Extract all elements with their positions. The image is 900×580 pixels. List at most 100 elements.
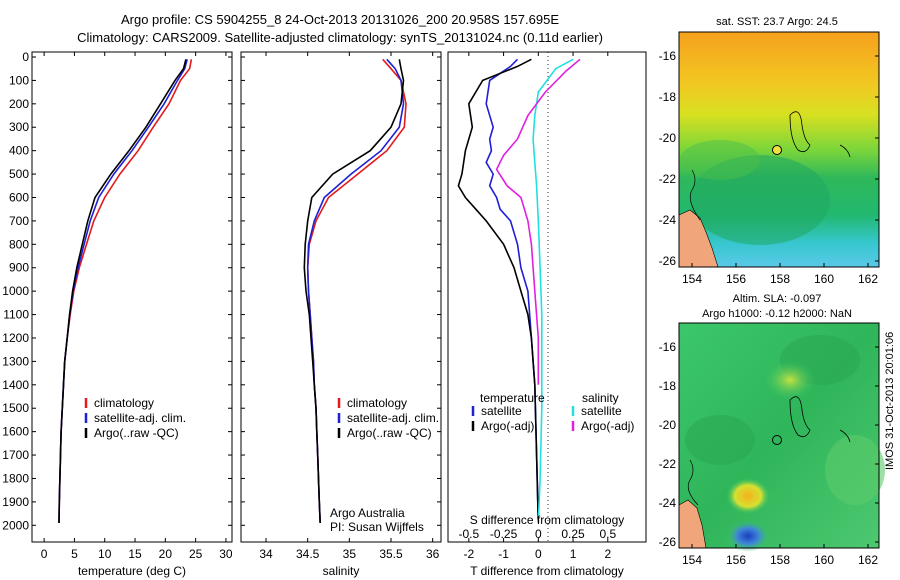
difference-panel: -2 -1 0 1 2 -0.5 -0.25 0 0.25 0.5 T difference fr… bbox=[447, 51, 647, 578]
sst-map-title: sat. SST: 23.7 Argo: 24.5 bbox=[716, 16, 838, 28]
x-tick-label: 5 bbox=[71, 547, 78, 561]
sla-title-line1: Altim. SLA: -0.097 bbox=[733, 293, 822, 305]
y-tick-label: 400 bbox=[9, 144, 29, 158]
x-top-tick-label: -0.25 bbox=[490, 527, 518, 541]
salinity-xlabel: salinity bbox=[323, 564, 360, 578]
map-y-tick-label: -26 bbox=[659, 535, 677, 549]
temperature-panel: 0100200300400500600700800900100011001200… bbox=[2, 50, 233, 578]
y-tick-label: 300 bbox=[9, 120, 29, 134]
x-top-tick-label: 0.25 bbox=[561, 527, 585, 541]
watermark: IMOS 31-Oct-2013 20:01:06 bbox=[884, 332, 896, 470]
institution-label: Argo Australia bbox=[330, 506, 405, 520]
x-tick-label: 20 bbox=[159, 547, 173, 561]
sla-title-line2: Argo h1000: -0.12 h2000: NaN bbox=[702, 308, 852, 320]
map-y-tick-label: -24 bbox=[659, 496, 677, 510]
sst-map-frame bbox=[678, 31, 880, 268]
difference-axes-frame bbox=[447, 51, 647, 543]
map-x-tick-label: 158 bbox=[770, 553, 790, 567]
map-y-tick-label: -24 bbox=[659, 213, 677, 227]
argo-float-marker bbox=[772, 435, 782, 445]
map-x-tick-label: 154 bbox=[682, 553, 702, 567]
legend-label: Argo(-adj) bbox=[481, 419, 534, 433]
map-x-tick-label: 162 bbox=[858, 553, 878, 567]
temperature-xlabel: temperature (deg C) bbox=[78, 564, 186, 578]
s-difference-xlabel: S difference from climatology bbox=[470, 513, 625, 527]
argo-float-marker bbox=[772, 145, 782, 155]
map-x-tick-label: 156 bbox=[726, 272, 746, 286]
map-x-tick-label: 158 bbox=[770, 272, 790, 286]
sla-map: Altim. SLA: -0.097 Argo h1000: -0.12 h20… bbox=[659, 293, 885, 567]
x-tick-label: 36 bbox=[426, 547, 440, 561]
salinity-legend: climatology satellite-adj. clim. Argo(..… bbox=[337, 396, 439, 440]
reef-contour-2 bbox=[839, 429, 851, 443]
sla-patch bbox=[685, 415, 755, 465]
reef-contour bbox=[789, 396, 811, 438]
series-line-temperature-satellite bbox=[485, 58, 540, 524]
x-tick-label: 2 bbox=[604, 547, 611, 561]
y-tick-label: 500 bbox=[9, 167, 29, 181]
y-tick-label: 200 bbox=[9, 97, 29, 111]
x-top-tick-label: -0.5 bbox=[458, 527, 479, 541]
difference-legend: temperature salinity satellite Argo(-adj… bbox=[471, 391, 634, 433]
legend-label: Argo(..raw -QC) bbox=[347, 426, 432, 440]
sst-map: sat. SST: 23.7 Argo: 24.5 bbox=[659, 16, 880, 286]
legend-label: satellite-adj. clim. bbox=[347, 411, 439, 425]
sla-patch bbox=[825, 435, 885, 505]
series-line-salinity-satellite bbox=[532, 58, 574, 524]
x-top-tick-label: 0.5 bbox=[599, 527, 616, 541]
x-tick-label: 0 bbox=[41, 547, 48, 561]
series-line-climatology bbox=[306, 58, 407, 524]
x-tick-label: 15 bbox=[128, 547, 142, 561]
legend-title-salinity: salinity bbox=[582, 391, 619, 405]
map-y-tick-label: -18 bbox=[659, 379, 677, 393]
series-line-climatology bbox=[58, 59, 193, 524]
map-y-tick-label: -16 bbox=[659, 49, 677, 63]
x-tick-label: 25 bbox=[189, 547, 203, 561]
legend-title-temperature: temperature bbox=[480, 391, 545, 405]
map-x-tick-label: 160 bbox=[814, 272, 834, 286]
x-tick-label: 10 bbox=[98, 547, 112, 561]
x-tick-label: 35 bbox=[343, 547, 357, 561]
series-line-temperature-argo-adj- bbox=[457, 58, 540, 524]
legend-label: climatology bbox=[347, 396, 407, 410]
map-y-tick-label: -16 bbox=[659, 340, 677, 354]
y-tick-label: 1300 bbox=[2, 354, 29, 368]
x-tick-label: 30 bbox=[219, 547, 233, 561]
y-tick-label: 900 bbox=[9, 261, 29, 275]
header-line1: Argo profile: CS 5904255_8 24-Oct-2013 2… bbox=[121, 12, 559, 27]
y-tick-label: 1100 bbox=[3, 308, 29, 322]
y-tick-label: 800 bbox=[9, 237, 29, 251]
legend-label: satellite bbox=[481, 404, 522, 418]
x-tick-label: 34.5 bbox=[296, 547, 320, 561]
legend-label: Argo(..raw -QC) bbox=[94, 426, 179, 440]
series-line-salinity-argo-adj- bbox=[495, 58, 581, 385]
sst-patch bbox=[680, 140, 760, 180]
sla-negative-anomaly bbox=[726, 520, 770, 552]
y-tick-label: 1800 bbox=[2, 471, 29, 485]
y-tick-label: 1600 bbox=[2, 425, 29, 439]
map-y-tick-label: -22 bbox=[659, 457, 677, 471]
y-tick-label: 1700 bbox=[2, 448, 29, 462]
y-tick-label: 1400 bbox=[2, 378, 29, 392]
x-tick-label: 0 bbox=[535, 547, 542, 561]
temperature-legend: climatology satellite-adj. clim. Argo(..… bbox=[84, 396, 186, 440]
x-tick-label: 34 bbox=[259, 547, 273, 561]
x-top-tick-label: 0 bbox=[535, 527, 542, 541]
header-line2: Climatology: CARS2009. Satellite-adjuste… bbox=[77, 30, 603, 45]
map-y-tick-label: -18 bbox=[659, 90, 677, 104]
map-x-tick-label: 160 bbox=[814, 553, 834, 567]
salinity-axes-frame bbox=[240, 51, 442, 543]
y-tick-label: 2000 bbox=[2, 518, 29, 532]
reef-contour bbox=[789, 111, 811, 153]
x-tick-label: 35.5 bbox=[379, 547, 403, 561]
sla-positive-anomaly bbox=[726, 478, 770, 514]
sla-map-frame bbox=[678, 322, 880, 549]
legend-label: Argo(-adj) bbox=[581, 419, 634, 433]
y-tick-label: 1000 bbox=[2, 284, 29, 298]
bathymetry-contour bbox=[689, 169, 701, 221]
x-tick-label: 1 bbox=[570, 547, 577, 561]
series-line-argo-raw-qc- bbox=[58, 59, 187, 524]
reef-contour-2 bbox=[839, 144, 851, 158]
map-x-tick-label: 156 bbox=[726, 553, 746, 567]
